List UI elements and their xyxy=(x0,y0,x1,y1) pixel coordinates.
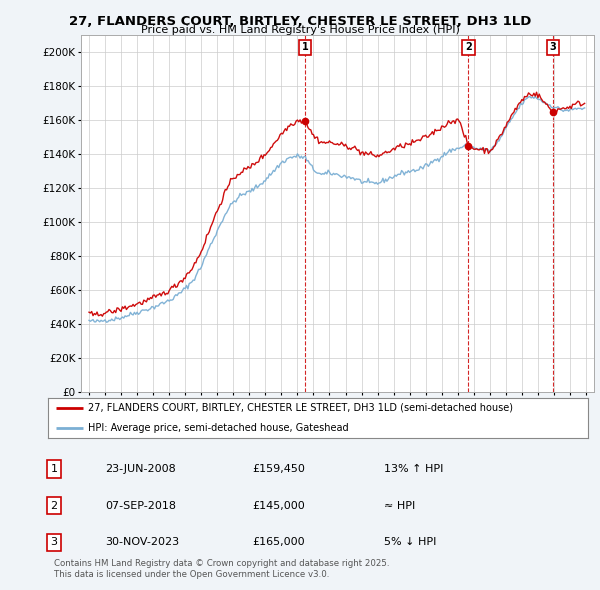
Text: 13% ↑ HPI: 13% ↑ HPI xyxy=(384,464,443,474)
Text: 1: 1 xyxy=(302,42,308,53)
Text: 23-JUN-2008: 23-JUN-2008 xyxy=(105,464,176,474)
Text: 2: 2 xyxy=(465,42,472,53)
Text: Contains HM Land Registry data © Crown copyright and database right 2025.
This d: Contains HM Land Registry data © Crown c… xyxy=(54,559,389,579)
Text: 2: 2 xyxy=(50,501,58,510)
Text: £159,450: £159,450 xyxy=(252,464,305,474)
Text: 1: 1 xyxy=(50,464,58,474)
Text: £145,000: £145,000 xyxy=(252,501,305,510)
Text: Price paid vs. HM Land Registry's House Price Index (HPI): Price paid vs. HM Land Registry's House … xyxy=(140,25,460,35)
Text: 5% ↓ HPI: 5% ↓ HPI xyxy=(384,537,436,547)
Text: HPI: Average price, semi-detached house, Gateshead: HPI: Average price, semi-detached house,… xyxy=(89,423,349,432)
Text: 3: 3 xyxy=(50,537,58,547)
Text: 3: 3 xyxy=(549,42,556,53)
Text: ≈ HPI: ≈ HPI xyxy=(384,501,415,510)
Text: £165,000: £165,000 xyxy=(252,537,305,547)
Text: 30-NOV-2023: 30-NOV-2023 xyxy=(105,537,179,547)
Text: 27, FLANDERS COURT, BIRTLEY, CHESTER LE STREET, DH3 1LD: 27, FLANDERS COURT, BIRTLEY, CHESTER LE … xyxy=(69,15,531,28)
Text: 27, FLANDERS COURT, BIRTLEY, CHESTER LE STREET, DH3 1LD (semi-detached house): 27, FLANDERS COURT, BIRTLEY, CHESTER LE … xyxy=(89,403,514,412)
Text: 07-SEP-2018: 07-SEP-2018 xyxy=(105,501,176,510)
